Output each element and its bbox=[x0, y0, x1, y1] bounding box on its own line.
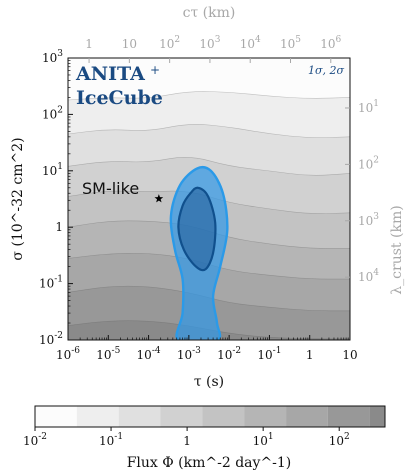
y-tick-label: 103 bbox=[42, 49, 63, 65]
colorbar-tick-label: 1 bbox=[183, 434, 191, 448]
top-tick-label: 105 bbox=[280, 35, 301, 51]
x-axis-ticks: 10-6 10-5 10-4 10-3 10-2 10-1 1 10 bbox=[56, 335, 358, 362]
legend-anita: ANITA bbox=[75, 63, 145, 85]
colorbar-segment bbox=[202, 406, 245, 427]
colorbar-segment bbox=[327, 406, 370, 427]
colorbar: 10-2 10-1 1 101 102 bbox=[23, 405, 386, 448]
x-tick-label: 10-5 bbox=[96, 346, 120, 362]
right-tick-label: 102 bbox=[358, 155, 379, 171]
top-tick-label: 103 bbox=[199, 35, 220, 51]
x-tick-label: 10-3 bbox=[177, 346, 201, 362]
colorbar-tick-label: 10-1 bbox=[99, 432, 123, 448]
x-tick-label: 10-1 bbox=[257, 346, 281, 362]
x-tick-label: 10-6 bbox=[56, 346, 80, 362]
colorbar-segment bbox=[369, 406, 385, 427]
sm-like-star bbox=[154, 194, 164, 203]
sm-like-label: SM-like bbox=[82, 179, 139, 198]
colorbar-label: Flux Φ (km^-2 day^-1) bbox=[127, 455, 292, 471]
right-axis-label: λ_crust (km) bbox=[389, 205, 405, 294]
top-tick-label: 10 bbox=[122, 37, 137, 51]
y-axis-ticks: 10-2 10-1 1 101 102 103 bbox=[39, 49, 73, 347]
fit-regions bbox=[169, 165, 229, 340]
right-axis-ticks: 101 102 103 104 bbox=[345, 99, 379, 284]
right-tick-label: 104 bbox=[358, 268, 379, 284]
colorbar-segment bbox=[35, 406, 77, 427]
right-tick-label: 103 bbox=[358, 212, 379, 228]
colorbar-segment bbox=[244, 406, 287, 427]
x-axis-label: τ (s) bbox=[194, 374, 224, 390]
x-tick-label: 10 bbox=[342, 348, 357, 362]
x-tick-label: 10-2 bbox=[217, 346, 241, 362]
y-tick-label: 10-2 bbox=[39, 331, 63, 347]
colorbar-segment bbox=[118, 406, 161, 427]
y-tick-label: 101 bbox=[42, 162, 63, 178]
colorbar-tick-label: 101 bbox=[253, 432, 274, 448]
top-tick-label: 1 bbox=[85, 37, 93, 51]
top-axis-label: cτ (km) bbox=[183, 5, 236, 21]
colorbar-segment bbox=[76, 406, 119, 427]
top-tick-label: 106 bbox=[320, 35, 341, 51]
top-axis-ticks: 1 10 102 103 104 105 106 bbox=[85, 35, 342, 63]
legend-icecube: IceCube bbox=[76, 87, 163, 109]
top-tick-label: 102 bbox=[159, 35, 180, 51]
right-tick-label: 101 bbox=[358, 99, 379, 115]
colorbar-tick-label: 10-2 bbox=[23, 432, 47, 448]
x-tick-label: 1 bbox=[306, 348, 314, 362]
region-1sigma bbox=[177, 186, 217, 272]
y-tick-label: 102 bbox=[42, 105, 63, 121]
colorbar-segment bbox=[286, 406, 328, 427]
colorbar-segment bbox=[160, 406, 203, 427]
benchmark-points bbox=[154, 194, 164, 203]
top-tick-label: 104 bbox=[240, 35, 261, 51]
plot-frame bbox=[67, 57, 351, 341]
y-tick-label: 1 bbox=[55, 220, 63, 234]
y-axis-label: σ (10^-32 cm^2) bbox=[10, 137, 26, 260]
legend: ANITA + IceCube 1σ, 2σ bbox=[75, 63, 344, 109]
x-tick-label: 10-4 bbox=[137, 346, 161, 362]
y-tick-label: 10-1 bbox=[39, 275, 63, 291]
colorbar-tick-label: 102 bbox=[329, 432, 350, 448]
sigma-levels-label: 1σ, 2σ bbox=[308, 64, 344, 77]
legend-plus: + bbox=[150, 63, 160, 77]
colorbar-frame bbox=[34, 405, 386, 428]
